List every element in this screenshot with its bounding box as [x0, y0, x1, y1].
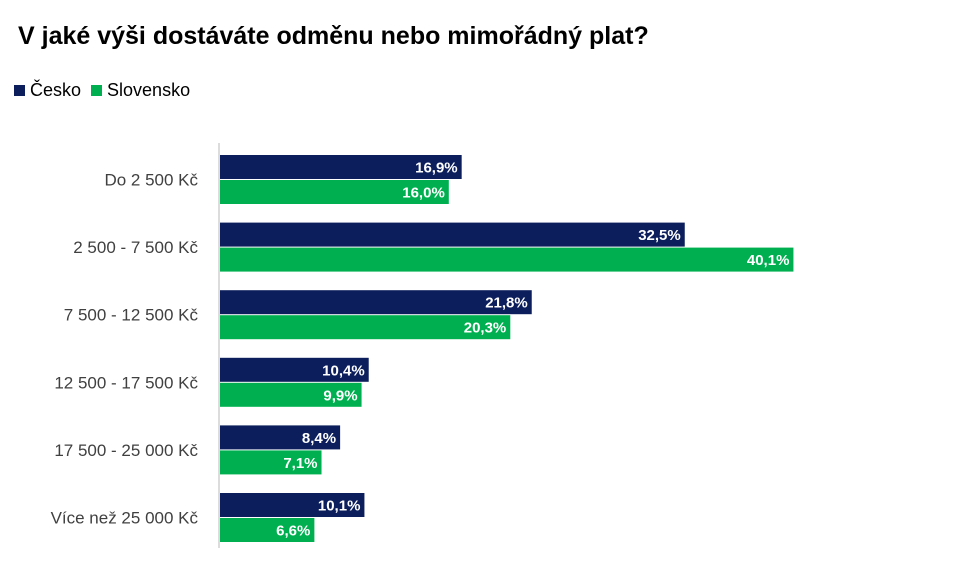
data-label-slovensko: 6,6% — [276, 523, 310, 540]
legend-label-cesko: Česko — [30, 80, 82, 100]
bar-cesko — [220, 425, 341, 450]
bar-cesko — [220, 357, 369, 382]
data-label-cesko: 10,1% — [318, 498, 361, 515]
legend-label-slovensko: Slovensko — [107, 80, 191, 100]
data-label-slovensko: 20,3% — [464, 320, 507, 337]
data-label-cesko: 10,4% — [322, 362, 365, 379]
bar-cesko — [220, 493, 365, 517]
bar-cesko — [220, 222, 685, 247]
category-label: Více než 25 000 Kč — [51, 509, 199, 528]
bar-cesko — [220, 155, 462, 179]
data-label-cesko: 16,9% — [415, 160, 458, 177]
data-label-cesko: 21,8% — [485, 295, 528, 312]
bar-slovensko — [220, 315, 511, 340]
data-label-slovensko: 16,0% — [402, 185, 445, 202]
legend-swatch-slovensko — [91, 85, 103, 96]
bar-slovensko — [220, 247, 794, 272]
category-label: 17 500 - 25 000 Kč — [54, 441, 198, 460]
data-label-slovensko: 9,9% — [323, 387, 357, 404]
category-label: 12 500 - 17 500 Kč — [54, 373, 198, 392]
category-label: 2 500 - 7 500 Kč — [73, 238, 198, 257]
bar-cesko — [220, 290, 532, 315]
data-label-slovensko: 7,1% — [283, 455, 317, 472]
legend-item-slovensko: Slovensko — [91, 80, 190, 101]
legend: Česko Slovensko — [14, 80, 200, 101]
category-label: 7 500 - 12 500 Kč — [64, 306, 199, 325]
bar-slovensko — [220, 518, 315, 542]
data-label-cesko: 32,5% — [638, 227, 681, 244]
bar-slovensko — [220, 450, 322, 475]
legend-swatch-cesko — [14, 85, 25, 96]
data-label-cesko: 8,4% — [302, 430, 336, 447]
data-label-slovensko: 40,1% — [747, 252, 790, 269]
category-label: Do 2 500 Kč — [104, 171, 198, 190]
legend-item-cesko: Česko — [14, 80, 81, 101]
chart-title: V jaké výši dostáváte odměnu nebo mimořá… — [18, 22, 649, 50]
bar-slovensko — [220, 180, 449, 204]
bar-slovensko — [220, 382, 362, 407]
